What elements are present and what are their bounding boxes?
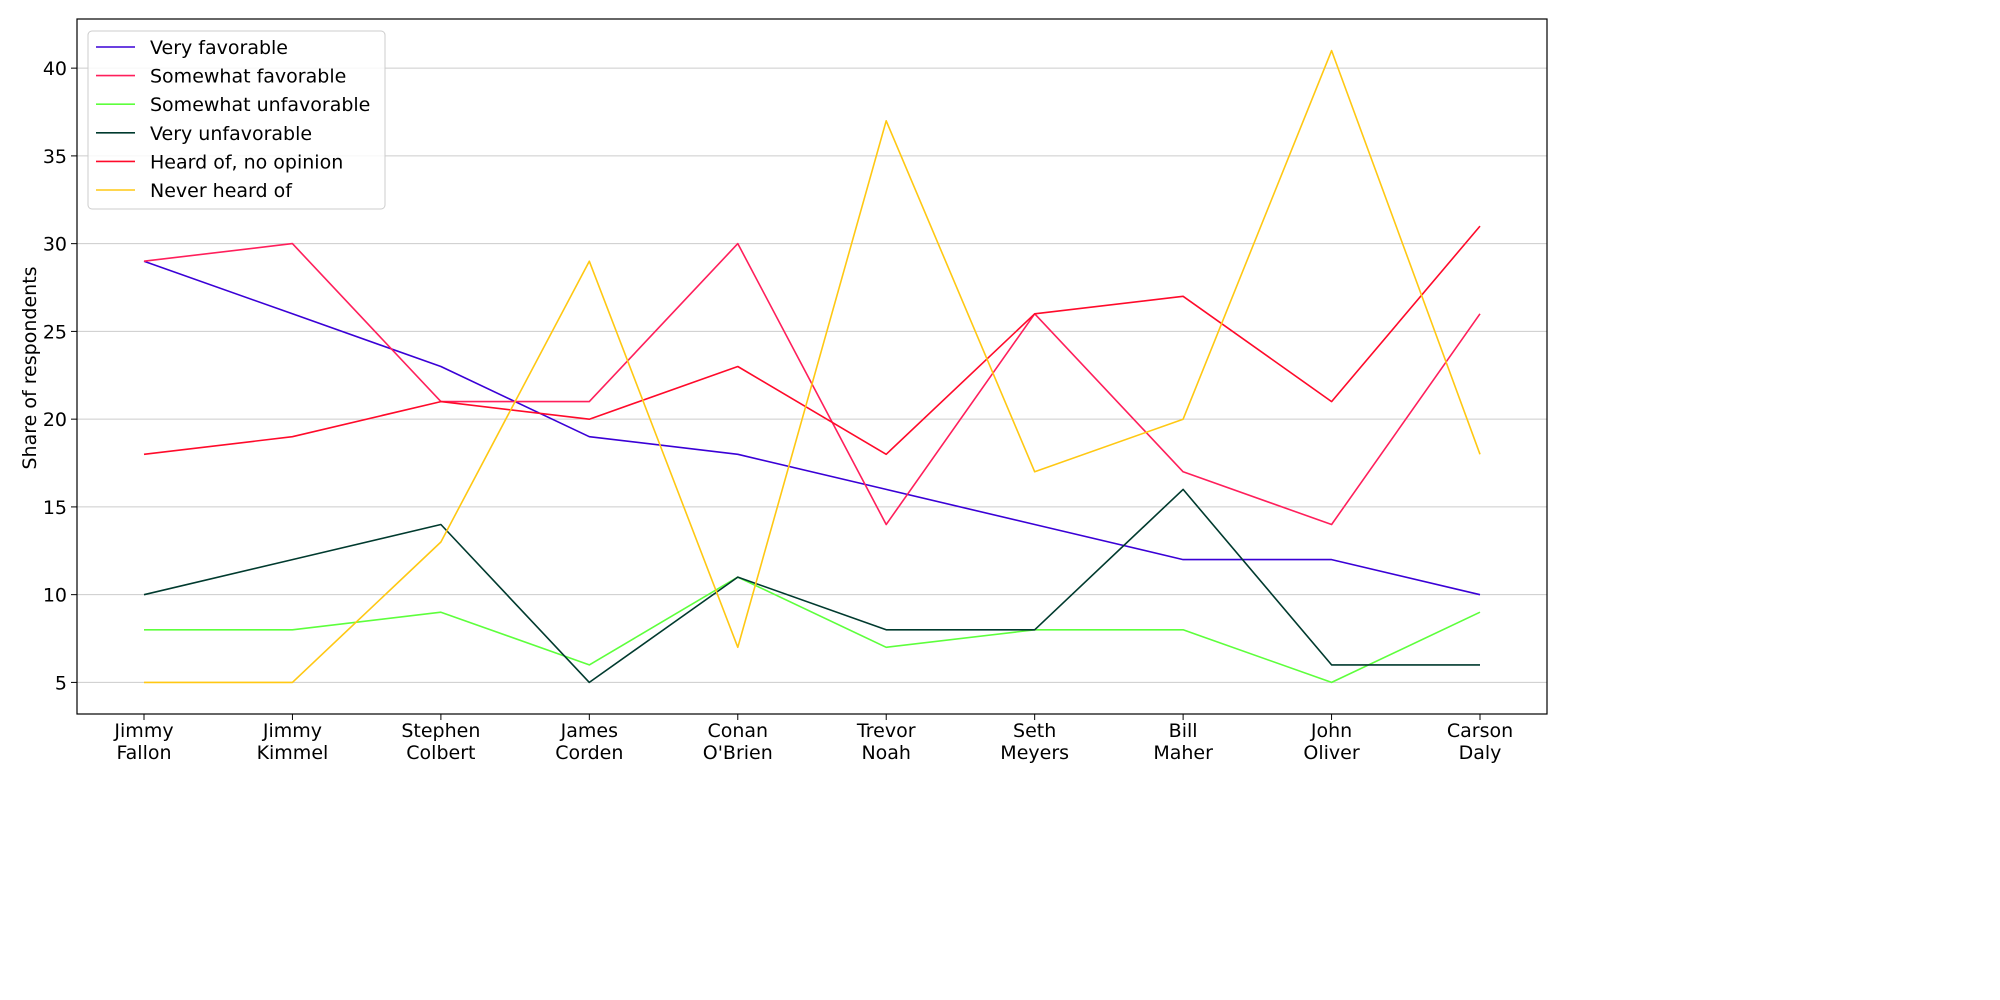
- x-tick-label: Carson Daly: [1447, 720, 1513, 764]
- legend: Very favorable Somewhat favorable Somewhat…: [87, 30, 386, 210]
- y-axis: 5 10 15 20 25 30 35 40: [43, 58, 77, 694]
- x-tick-label: Jimmy Fallon: [113, 720, 173, 764]
- line-chart: 5 10 15 20 25 30 35 40 Jimmy Fallon Jimmy Kimmel St…: [19, 18, 1548, 764]
- y-tick-label: 20: [43, 409, 67, 431]
- x-tick-label: John Oliver: [1303, 720, 1359, 764]
- series-lines: [143, 49, 1481, 684]
- legend-label-very-favorable: Very favorable: [150, 37, 288, 59]
- legend-label-somewhat-favorable: Somewhat favorable: [150, 66, 346, 88]
- x-tick-label: Bill Maher: [1153, 720, 1213, 764]
- x-tick-label: Jimmy Kimmel: [257, 720, 329, 764]
- x-axis: Jimmy Fallon Jimmy Kimmel Stephen Colbert Jame…: [113, 714, 1513, 764]
- x-tick-label: Seth Meyers: [1000, 720, 1069, 764]
- legend-label-heard-of-no-opinion: Heard of, no opinion: [150, 151, 343, 173]
- series-line-very-favorable: [143, 260, 1481, 596]
- legend-label-never-heard-of: Never heard of: [150, 180, 293, 202]
- x-tick-label: Conan O'Brien: [703, 720, 773, 764]
- y-tick-label: 10: [43, 585, 67, 607]
- y-tick-label: 30: [43, 234, 67, 256]
- legend-box: [87, 30, 386, 210]
- y-tick-label: 25: [43, 321, 67, 343]
- series-line-somewhat-unfavorable: [144, 576, 1481, 684]
- x-tick-label: Stephen Colbert: [401, 720, 480, 764]
- y-axis-title: Share of respondents: [19, 266, 41, 469]
- y-tick-label: 35: [43, 146, 67, 168]
- series-line-very-unfavorable: [143, 488, 1480, 684]
- legend-label-somewhat-unfavorable: Somewhat unfavorable: [150, 94, 370, 116]
- y-tick-label: 40: [43, 58, 67, 80]
- series-line-heard-of-no-opinion: [143, 225, 1481, 456]
- y-tick-label: 15: [43, 497, 67, 519]
- plot-frame: [76, 18, 1548, 715]
- x-tick-label: Trevor Noah: [856, 720, 916, 764]
- x-tick-label: James Corden: [555, 720, 623, 764]
- series-line-never-heard-of: [144, 49, 1481, 684]
- legend-label-very-unfavorable: Very unfavorable: [150, 123, 312, 145]
- y-tick-label: 5: [55, 672, 67, 694]
